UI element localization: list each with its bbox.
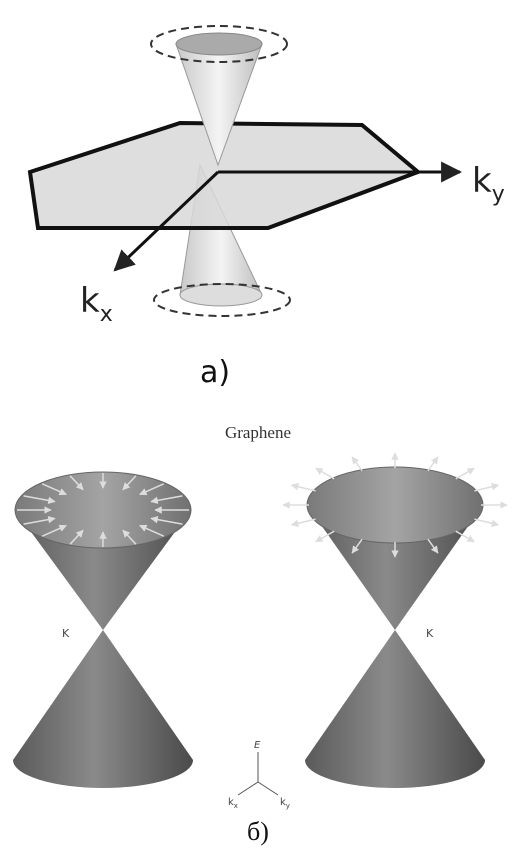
ky-small-label: ky: [280, 797, 290, 810]
spin-arrow: [316, 468, 334, 479]
ky-label: ky: [472, 161, 505, 207]
spin-arrow: [292, 519, 316, 525]
k-point-label: K: [62, 627, 70, 640]
figure: ky kx а) Graphene K K E kx ky б): [0, 0, 515, 850]
kx-label: kx: [80, 281, 113, 327]
kx-small-axis: [238, 782, 258, 795]
e-label: E: [254, 740, 261, 751]
spin-arrow: [292, 485, 316, 491]
right-lower-cone: [305, 630, 485, 788]
spin-arrow: [456, 468, 474, 479]
left-lower-cone: [13, 630, 193, 788]
spin-arrow: [352, 457, 362, 471]
kx-small-label: kx: [228, 797, 238, 810]
ky-small-axis: [258, 782, 278, 795]
caption-a: а): [200, 355, 230, 390]
panel-title: Graphene: [225, 423, 291, 442]
lower-cone-base: [180, 284, 262, 306]
spin-arrow: [474, 485, 498, 491]
spin-arrow: [428, 457, 438, 471]
page: ky kx а) Graphene K K E kx ky б) (() => …: [0, 0, 515, 850]
spin-arrow: [474, 519, 498, 525]
k-point-label: K: [426, 627, 434, 640]
upper-cone-top: [176, 33, 262, 55]
panel-a: ky kx а): [30, 26, 505, 390]
caption-b: б): [247, 817, 269, 846]
panel-b: Graphene K K E kx ky б): [13, 423, 507, 846]
